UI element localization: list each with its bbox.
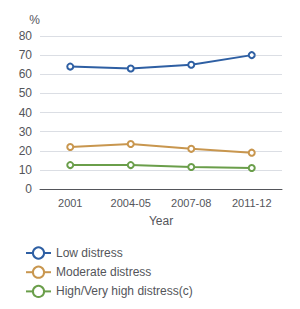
svg-text:%: %: [29, 13, 40, 27]
svg-text:Year: Year: [149, 214, 173, 228]
svg-text:0: 0: [25, 182, 32, 196]
svg-text:2007-08: 2007-08: [171, 197, 211, 209]
svg-text:2011-12: 2011-12: [232, 197, 272, 209]
svg-text:2001: 2001: [58, 197, 82, 209]
svg-text:30: 30: [19, 125, 33, 139]
svg-text:High/Very high distress(c): High/Very high distress(c): [56, 284, 193, 298]
svg-text:70: 70: [19, 48, 33, 62]
svg-text:60: 60: [19, 67, 33, 81]
svg-text:20: 20: [19, 144, 33, 158]
svg-text:50: 50: [19, 86, 33, 100]
svg-text:80: 80: [19, 29, 33, 43]
svg-text:40: 40: [19, 106, 33, 120]
svg-text:Low distress: Low distress: [56, 246, 123, 260]
svg-text:10: 10: [19, 163, 33, 177]
svg-text:2004-05: 2004-05: [111, 197, 151, 209]
svg-text:Moderate distress: Moderate distress: [56, 265, 151, 279]
